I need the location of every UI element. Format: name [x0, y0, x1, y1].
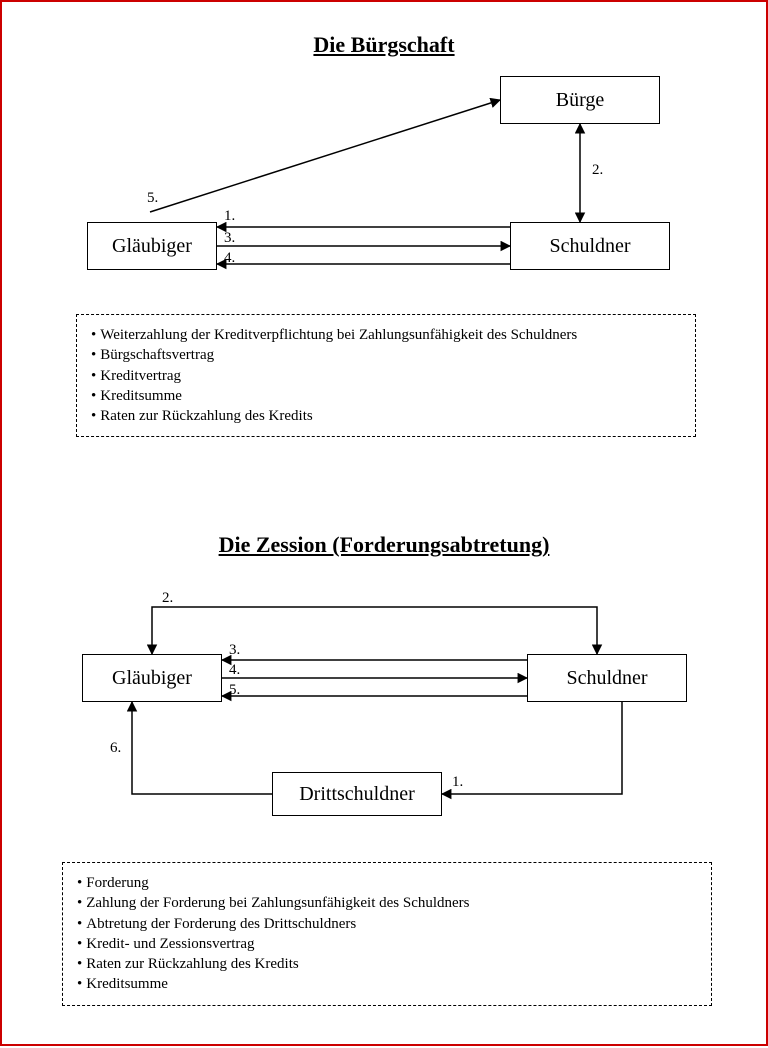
- diagram2-edge-label-e1: 1.: [452, 774, 463, 791]
- diagram2-legend: ForderungZahlung der Forderung bei Zahlu…: [62, 862, 712, 1006]
- diagram2-edge-label-e2: 2.: [162, 590, 173, 607]
- diagram1-legend-item-1: Bürgschaftsvertrag: [91, 345, 681, 365]
- diagram2-edge-e6: [132, 702, 272, 794]
- diagram1-node-buerge: Bürge: [500, 76, 660, 124]
- diagram1-edge-label-e2: 2.: [592, 162, 603, 179]
- diagram1-legend-item-0: Weiterzahlung der Kreditverpflichtung be…: [91, 325, 681, 345]
- diagram2-legend-item-3: Kredit- und Zessionsvertrag: [77, 934, 697, 954]
- diagram1-node-glaeubiger: Gläubiger: [87, 222, 217, 270]
- diagram2-legend-item-0: Forderung: [77, 873, 697, 893]
- diagram1-legend-item-2: Kreditvertrag: [91, 366, 681, 386]
- diagram2-legend-item-5: Kreditsumme: [77, 974, 697, 994]
- diagram2-title: Die Zession (Forderungsabtretung): [2, 532, 766, 558]
- diagram1-edge-e5: [150, 100, 500, 212]
- diagram1-legend: Weiterzahlung der Kreditverpflichtung be…: [76, 314, 696, 437]
- diagram2-legend-item-1: Zahlung der Forderung bei Zahlungsunfähi…: [77, 893, 697, 913]
- diagram1-edge-label-e1: 1.: [224, 208, 235, 225]
- diagram2-edge-e2: [152, 607, 597, 654]
- diagram2-edge-label-e3: 3.: [229, 642, 240, 659]
- diagram1-legend-item-4: Raten zur Rückzahlung des Kredits: [91, 406, 681, 426]
- diagram2-edge-e1: [442, 702, 622, 794]
- diagram1-edge-label-e4: 4.: [224, 250, 235, 267]
- diagram1-legend-item-3: Kreditsumme: [91, 386, 681, 406]
- diagram1-edge-label-e5: 5.: [147, 190, 158, 207]
- diagram2-legend-item-2: Abtretung der Forderung des Drittschuldn…: [77, 914, 697, 934]
- diagram1-edge-label-e3: 3.: [224, 230, 235, 247]
- diagram1-node-schuldner: Schuldner: [510, 222, 670, 270]
- diagram2-legend-item-4: Raten zur Rückzahlung des Kredits: [77, 954, 697, 974]
- diagram2-node-schuldner: Schuldner: [527, 654, 687, 702]
- diagram2-edge-label-e6: 6.: [110, 740, 121, 757]
- diagram2-edge-label-e4: 4.: [229, 662, 240, 679]
- diagram2-node-drittschuldner: Drittschuldner: [272, 772, 442, 816]
- diagram1-title: Die Bürgschaft: [2, 32, 766, 58]
- diagram2-edge-label-e5: 5.: [229, 682, 240, 699]
- diagram2-node-glaeubiger: Gläubiger: [82, 654, 222, 702]
